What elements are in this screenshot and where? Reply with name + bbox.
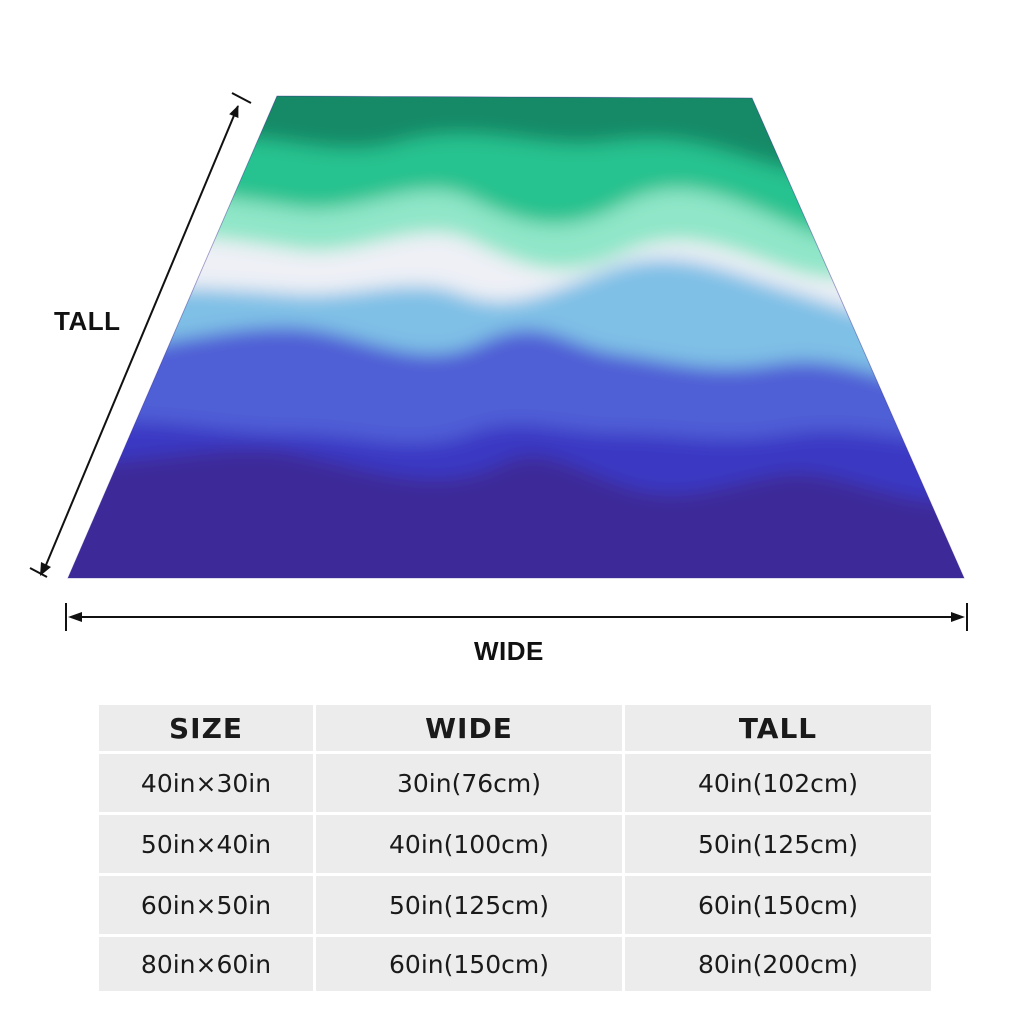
blanket-band-light-blue [68, 259, 964, 400]
blanket-band-green [68, 134, 964, 247]
table-row: 60in×50in 50in(125cm) 60in(150cm) [99, 876, 931, 934]
size-cell: 80in×60in [99, 937, 313, 991]
wide-label: WIDE [474, 636, 544, 666]
wide-dimension-arrow [65, 603, 968, 631]
blanket-outline [67, 95, 965, 579]
size-cell: 50in×40in [99, 815, 313, 873]
blanket-band-dark-green [68, 96, 964, 182]
tall-cell: 50in(125cm) [625, 815, 931, 873]
blanket-band-indigo [68, 421, 964, 508]
table-row: 80in×60in 60in(150cm) 80in(200cm) [99, 937, 931, 991]
blanket-image [68, 96, 964, 578]
tall-cell: 80in(200cm) [625, 937, 931, 991]
table-header-row: SIZE WIDE TALL [99, 705, 931, 751]
blanket-band-violet [68, 448, 964, 578]
wide-cell: 60in(150cm) [316, 937, 622, 991]
header-wide: WIDE [316, 705, 622, 751]
wide-cell: 50in(125cm) [316, 876, 622, 934]
wide-cell: 30in(76cm) [316, 754, 622, 812]
tall-cell: 40in(102cm) [625, 754, 931, 812]
tall-label: TALL [54, 306, 121, 336]
tall-dimension-arrow [29, 92, 252, 578]
size-table: SIZE WIDE TALL 40in×30in 30in(76cm) 40in… [96, 702, 934, 994]
size-cell: 40in×30in [99, 754, 313, 812]
wide-cell: 40in(100cm) [316, 815, 622, 873]
blanket-band-blue [68, 327, 964, 450]
blanket-band-white [68, 232, 964, 331]
header-size: SIZE [99, 705, 313, 751]
table-row: 40in×30in 30in(76cm) 40in(102cm) [99, 754, 931, 812]
tall-cell: 60in(150cm) [625, 876, 931, 934]
size-cell: 60in×50in [99, 876, 313, 934]
table-row: 50in×40in 40in(100cm) 50in(125cm) [99, 815, 931, 873]
header-tall: TALL [625, 705, 931, 751]
